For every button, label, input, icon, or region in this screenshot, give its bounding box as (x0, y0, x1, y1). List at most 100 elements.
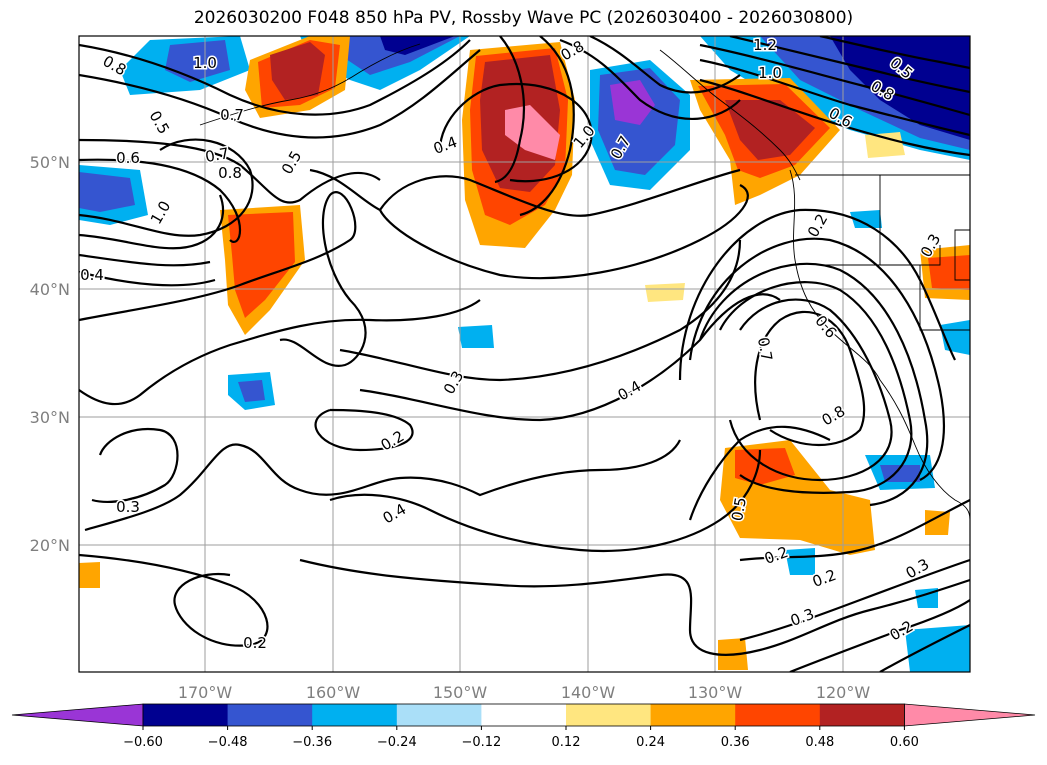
pv-contour-line (819, 36, 970, 70)
colorbar-tick-label: −0.24 (377, 735, 417, 750)
pv-contour-line (339, 239, 742, 382)
pv-contour-line (789, 599, 970, 672)
pv-contour-line (688, 237, 946, 481)
colorbar-tick-label: 0.48 (805, 735, 834, 750)
colorbar-tick-label: 0.12 (552, 735, 581, 750)
colorbar-segment (650, 704, 736, 726)
positive-anomaly-region (928, 255, 970, 290)
pv-contour-line (494, 36, 526, 184)
pv-contour-line (79, 49, 481, 139)
colorbar-tick-label: −0.36 (292, 735, 332, 750)
colorbar-outline (142, 703, 905, 727)
pv-contour-line (329, 449, 762, 553)
lon-tick-label: 140°W (561, 683, 616, 702)
positive-anomaly-region (228, 212, 295, 318)
pv-contour-line (879, 624, 970, 672)
coastline (199, 43, 421, 126)
pv-contour-line (519, 36, 575, 217)
contour-label: 0.6 (116, 149, 140, 167)
lat-tick-labels: 50°N 40°N 30°N 20°N (30, 153, 70, 555)
pv-contour-line (309, 168, 749, 280)
lat-tick-label: 50°N (30, 153, 70, 172)
negative-anomaly-region (238, 380, 265, 402)
positive-anomaly-region (725, 100, 815, 160)
colorbar-segment (566, 704, 652, 726)
contour-label: 1.0 (758, 64, 782, 82)
lon-tick-label: 170°W (178, 683, 233, 702)
pv-contour-line (589, 36, 741, 94)
pv-contour-line (699, 43, 970, 117)
pv-contour-line (699, 78, 970, 157)
colorbar-tick-label: 0.36 (721, 735, 750, 750)
lat-tick-label: 30°N (30, 408, 70, 427)
positive-anomaly-region (505, 105, 560, 160)
colorbar-segment (735, 704, 821, 726)
lon-tick-label: 120°W (816, 683, 871, 702)
colorbar-tick-label: 0.60 (890, 735, 919, 750)
lon-tick-label: 150°W (433, 683, 488, 702)
pv-contour-line (79, 553, 269, 647)
pv-contour-line (79, 138, 381, 204)
pv-contour-line (79, 299, 481, 406)
colorbar-segment (312, 704, 398, 726)
positive-anomaly-region (79, 562, 100, 588)
negative-anomaly-region (79, 172, 135, 212)
coastline (659, 49, 801, 181)
pv-contour-line (754, 310, 866, 446)
contour-label: 0.2 (243, 634, 267, 652)
pv-contour-line (79, 253, 211, 267)
colorbar-tick-label: 0.24 (636, 735, 665, 750)
contour-label: 0.7 (220, 106, 244, 124)
lon-tick-labels: 170°W 160°W 150°W 140°W 130°W 120°W (178, 683, 871, 702)
pv-contours (79, 36, 970, 672)
negative-anomaly-region (905, 625, 970, 672)
colorbar-tick-label: −0.60 (123, 735, 163, 750)
pv-contour-line (559, 38, 741, 121)
colorbar-tick-label: −0.12 (461, 735, 501, 750)
country-border (820, 264, 970, 331)
pv-contour-line (739, 499, 970, 562)
colorbar-segment (143, 704, 229, 726)
lat-tick-label: 40°N (30, 280, 70, 299)
colorbar-segment (227, 704, 313, 726)
colorbar-segment (396, 704, 482, 726)
positive-anomaly-region (865, 132, 905, 158)
pv-contour-line (314, 408, 414, 452)
positive-anomaly-region (925, 510, 950, 535)
positive-anomaly-region (270, 42, 325, 100)
pv-contour-line (91, 427, 179, 503)
contour-label: 0.4 (80, 266, 104, 284)
pv-contour-line (79, 191, 367, 367)
pv-contour-line (739, 558, 970, 642)
negative-anomaly-region (940, 320, 970, 355)
pv-contour-line (79, 194, 225, 250)
map-title: 2026030200 F048 850 hPa PV, Rossby Wave … (193, 8, 854, 28)
pv-contour-line (698, 262, 929, 507)
pv-contour-line (79, 158, 242, 243)
colorbar-extend-low (11, 703, 144, 727)
coastline (789, 169, 970, 521)
colorbar-tick-label: −0.48 (208, 735, 248, 750)
negative-anomaly-region (165, 40, 230, 82)
pv-contour-line (699, 58, 970, 137)
gridlines (79, 36, 970, 672)
pv-contour-line (688, 425, 831, 521)
negative-anomaly-region (458, 325, 494, 348)
pv-contour-line (79, 138, 254, 237)
pv-contour-line (728, 298, 893, 482)
colorbar-segment (481, 704, 567, 726)
pv-contour-line (79, 270, 216, 287)
pv-contour-line (678, 208, 956, 381)
pv-contour-line (729, 36, 970, 94)
map-frame (78, 35, 971, 673)
lat-tick-label: 20°N (30, 536, 70, 555)
negative-anomaly-region (850, 210, 882, 228)
colorbar-segment (819, 704, 905, 726)
contour-label: 1.0 (193, 54, 217, 72)
contour-label: 0.3 (116, 498, 140, 516)
pv-contour-line (379, 168, 741, 217)
pv-contour-line (84, 439, 681, 532)
pv-contour-line (359, 293, 781, 422)
lon-tick-label: 130°W (688, 683, 743, 702)
